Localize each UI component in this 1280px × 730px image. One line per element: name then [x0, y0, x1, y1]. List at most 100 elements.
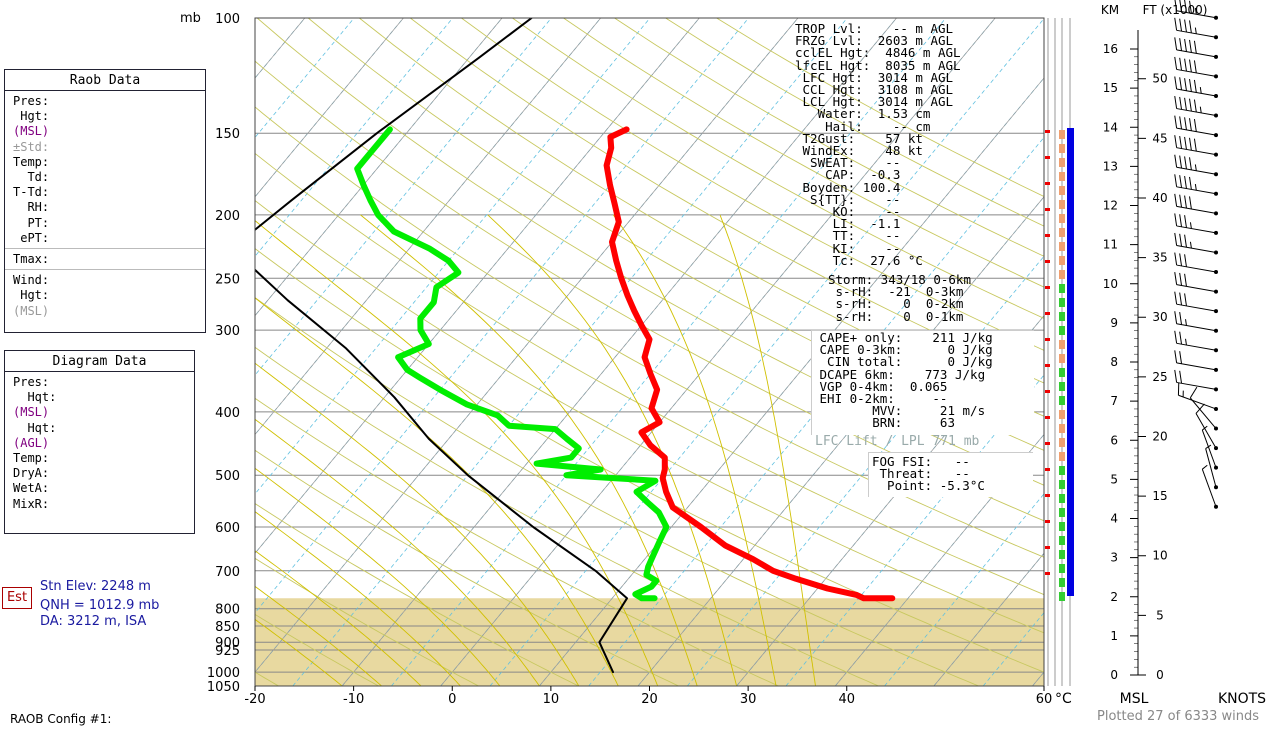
wind-barb	[1201, 464, 1218, 509]
wind-barb-half	[1185, 338, 1187, 346]
wind-barb-staff	[1176, 29, 1217, 38]
wind-barb-staff	[1176, 381, 1217, 390]
wind-barb-flag	[1179, 77, 1183, 90]
wind-barb-flag	[1189, 176, 1192, 190]
ft-tick-label: 10	[1152, 549, 1167, 563]
raob-data-panel: Raob Data Pres: Hgt: (MSL) ±Std: Temp: Td: T…	[4, 69, 206, 333]
moisture-segment	[1059, 256, 1065, 265]
wind-barb	[1174, 37, 1218, 59]
wind-barb-station	[1214, 309, 1218, 314]
wind-barb-flag	[1184, 254, 1187, 267]
km-tick-label: 16	[1103, 42, 1118, 56]
est-button[interactable]: Est	[2, 587, 32, 609]
diagram-field-label: Hqt:	[13, 390, 57, 405]
index-line: TROP Lvl: -- m AGL	[795, 21, 954, 36]
wind-barb-half	[1199, 87, 1202, 94]
wind-barb-station	[1214, 348, 1218, 353]
wind-barb-flag	[1179, 57, 1183, 71]
moisture-segment	[1059, 284, 1065, 293]
moisture-segment	[1059, 424, 1065, 433]
ft-tick-label: 50	[1152, 72, 1167, 86]
index-line: LCL Hgt: 3014 m AGL	[795, 94, 954, 110]
wind-barb-flag	[1174, 213, 1178, 227]
index-line: S{TT}: --	[795, 191, 901, 207]
km-tick-label: 5	[1110, 472, 1118, 486]
wind-barb-half	[1194, 164, 1197, 171]
wind-barb-flag	[1179, 135, 1183, 149]
wind-barb-flag	[1174, 115, 1178, 129]
moisture-bar	[1067, 128, 1074, 596]
diagram-field-label: DryA:	[13, 466, 50, 481]
y-tick-label: 900	[215, 636, 240, 651]
wind-barb-flag	[1189, 59, 1192, 73]
moisture-segment	[1059, 564, 1065, 573]
wind-barb-flag	[1179, 292, 1183, 306]
isotherm-line	[255, 18, 700, 554]
storm-line: s-rH: 0 0-1km	[828, 308, 964, 324]
y-tick-label: 700	[215, 565, 240, 580]
moisture-segment	[1059, 508, 1065, 517]
wind-barb-station	[1214, 113, 1218, 118]
y-tick-label: 100	[215, 12, 240, 27]
wind-barb-flag	[1174, 37, 1178, 50]
wind-barb-staff	[1205, 448, 1217, 488]
wind-barb	[1174, 174, 1218, 196]
moist-adiabat-line	[360, 214, 698, 686]
wind-barb-flag	[1174, 232, 1178, 246]
threat-mark	[1045, 156, 1050, 159]
cape-line: MVV: 21 m/s	[812, 403, 986, 419]
wind-barb-flag	[1184, 156, 1187, 170]
ft-tick-label: 35	[1152, 251, 1167, 265]
wind-barb-station	[1214, 54, 1218, 59]
wind-barb-flag	[1193, 60, 1197, 73]
raob-field-label: Wind:	[13, 273, 50, 288]
height-scale-label: KM	[1101, 3, 1119, 17]
x-tick-label: 60	[1036, 692, 1053, 707]
raob-field-label: T-Td:	[13, 185, 50, 200]
wind-barb-flag	[1189, 157, 1192, 170]
wind-barb-flag	[1184, 175, 1187, 189]
y-tick-label: 400	[215, 406, 240, 421]
wind-barb-flag	[1174, 252, 1178, 266]
wind-barb-flag	[1179, 116, 1183, 130]
wind-barb-staff	[1189, 397, 1217, 429]
moisture-segment	[1059, 396, 1065, 405]
ft-tick-label: 15	[1152, 489, 1167, 503]
isotherm-major-line	[1032, 671, 1044, 686]
index-line: Hail: -- cm	[795, 118, 931, 134]
wind-barb-station	[1214, 465, 1218, 470]
wind-barb	[1174, 193, 1218, 216]
wind-barb-flag	[1184, 273, 1187, 287]
moisture-segment	[1059, 494, 1065, 503]
y-tick-label: 500	[215, 469, 240, 484]
wind-barb-flag	[1189, 0, 1192, 14]
dry-adiabat-line	[255, 106, 1044, 558]
moisture-segment	[1059, 522, 1065, 531]
wind-barb-flag	[1179, 253, 1183, 267]
diagram-data-title: Diagram Data	[5, 351, 194, 372]
wind-barb-flag	[1179, 331, 1183, 345]
x-tick-label: -10	[343, 692, 364, 707]
wind-barb-staff	[1176, 362, 1217, 371]
wind-barb-flag	[1174, 350, 1178, 363]
moisture-segment	[1059, 186, 1065, 195]
index-line: Boyden: 100.4	[795, 179, 901, 195]
y-tick-label: 1050	[207, 680, 240, 695]
cape-indices: CAPE+ only: 211 J/kg CAPE 0-3km: 0 J/kg …	[812, 331, 993, 430]
parcel-trace	[255, 18, 628, 674]
km-tick-label: 6	[1110, 433, 1118, 447]
wind-barb-flag	[1174, 291, 1178, 305]
km-tick-label: 9	[1110, 316, 1118, 330]
wind-barb-staff	[1176, 245, 1217, 253]
km-tick-label: 0	[1110, 668, 1118, 682]
wind-barb-station	[1214, 446, 1218, 451]
threat-mark	[1045, 208, 1050, 211]
wind-barb-flag	[1179, 175, 1183, 188]
diagram-field-label: (MSL)	[13, 405, 50, 420]
moisture-segment	[1059, 270, 1065, 279]
moisture-segment	[1059, 536, 1065, 545]
raob-data-title: Raob Data	[5, 70, 205, 91]
index-line: CCL Hgt: 3108 m AGL	[795, 82, 954, 98]
wind-barb	[1174, 17, 1218, 40]
wind-barb	[1174, 291, 1218, 314]
